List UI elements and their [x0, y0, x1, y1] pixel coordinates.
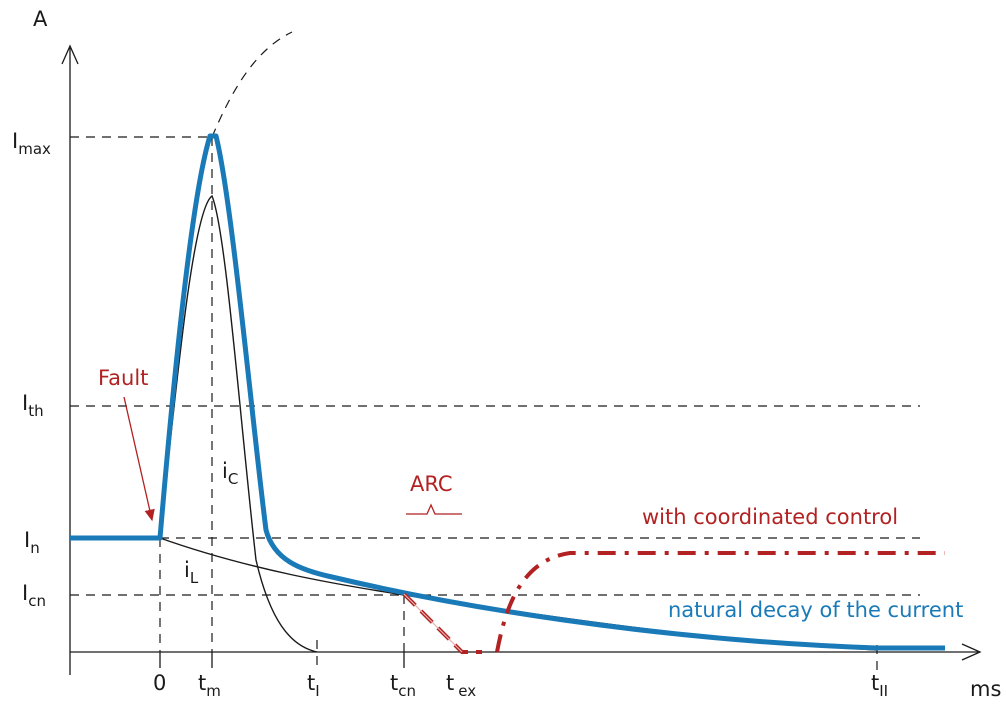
- x-axis-unit: ms: [970, 677, 1001, 701]
- ic-label: iC: [222, 459, 238, 488]
- tex-label: t ex: [446, 671, 476, 700]
- coordinated-control-label: with coordinated control: [642, 505, 898, 529]
- y-axis-arrow-icon: [61, 44, 79, 65]
- limited-current-curve: [70, 133, 945, 651]
- arc-symbol-icon: [406, 503, 462, 515]
- icn-label: Icn: [22, 581, 46, 610]
- x-axis-arrow-icon: [961, 643, 982, 661]
- tcn-label: tcn: [390, 671, 416, 700]
- zero-label: 0: [153, 671, 166, 695]
- tm-label: tm: [198, 671, 221, 700]
- tii-label: tII: [871, 671, 888, 700]
- coordinated-control-thin: [403, 593, 463, 653]
- ti-label: tI: [307, 671, 320, 700]
- fault-label: Fault: [98, 366, 148, 390]
- il-label: iL: [184, 558, 199, 587]
- fault-arrow-icon: [123, 396, 155, 522]
- arc-label: ARC: [410, 472, 453, 496]
- ic-curve: [159, 194, 318, 653]
- in-label: In: [24, 528, 40, 557]
- y-axis-unit: A: [33, 7, 48, 31]
- coordinated-control-rise: [495, 551, 945, 653]
- prospective-current-curve: [211, 31, 293, 138]
- imax-label: Imax: [12, 129, 51, 158]
- natural-decay-label: natural decay of the current: [668, 598, 963, 622]
- ith-label: Ith: [22, 391, 44, 420]
